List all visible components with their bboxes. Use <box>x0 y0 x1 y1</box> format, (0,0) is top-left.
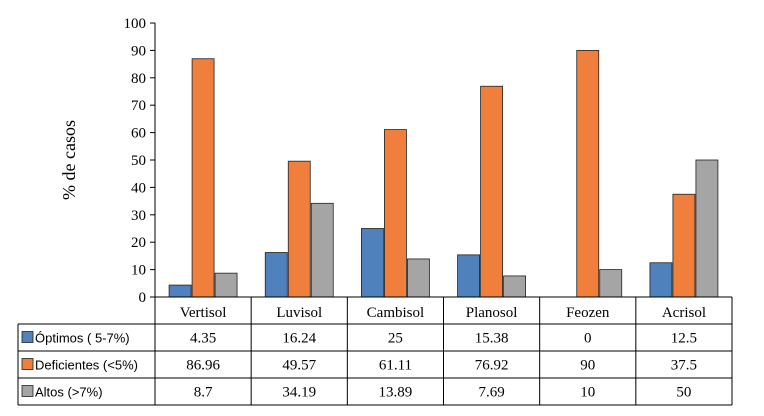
legend-label: Altos (>7%) <box>35 385 103 400</box>
bar <box>287 160 311 298</box>
data-label: 90 <box>580 358 595 374</box>
y-tick-label: 0 <box>139 290 147 306</box>
bar <box>576 50 600 298</box>
bar <box>599 269 623 298</box>
bar <box>672 193 696 298</box>
y-tick-label: 20 <box>131 235 146 251</box>
y-tick-label: 40 <box>131 180 146 196</box>
data-label: 34.19 <box>282 385 316 401</box>
data-label: 0 <box>584 331 592 347</box>
bar <box>191 58 215 298</box>
bar <box>310 202 334 298</box>
x-tick-label: Feozen <box>566 305 610 321</box>
x-tick-label: Planosol <box>466 305 518 321</box>
y-tick-label: 10 <box>131 263 146 279</box>
bar <box>361 228 384 298</box>
bar <box>649 262 673 298</box>
y-tick-label: 90 <box>131 43 146 59</box>
y-tick-label: 60 <box>131 126 146 142</box>
y-tick-label: 80 <box>131 71 146 87</box>
bar <box>214 272 238 298</box>
bar <box>168 284 192 298</box>
data-label: 16.24 <box>282 331 316 347</box>
data-label: 37.5 <box>671 358 697 374</box>
y-tick-label: 100 <box>124 16 147 32</box>
y-tick-label: 70 <box>131 98 146 114</box>
x-tick-label: Cambisol <box>367 305 425 321</box>
data-label: 7.69 <box>478 385 504 401</box>
data-label: 49.57 <box>282 358 316 374</box>
data-label: 76.92 <box>475 358 509 374</box>
data-label: 4.35 <box>190 331 216 347</box>
y-tick-label: 50 <box>131 153 146 169</box>
bar <box>457 254 480 298</box>
data-label: 50 <box>676 385 691 401</box>
legend-swatch <box>21 385 34 397</box>
data-label: 13.89 <box>379 385 413 401</box>
bar <box>407 258 430 298</box>
data-label: 86.96 <box>186 358 220 374</box>
legend-swatch <box>21 331 34 343</box>
legend-swatch <box>21 358 34 370</box>
legend-label: Deficientes (<5%) <box>35 358 138 373</box>
x-tick-label: Luvisol <box>276 305 322 321</box>
bar <box>264 252 288 298</box>
x-tick-label: Acrisol <box>662 305 706 321</box>
legend-label: Óptimos ( 5-7%) <box>35 331 130 346</box>
bar <box>695 159 719 298</box>
x-tick-label: Vertisol <box>180 305 227 321</box>
data-label: 8.7 <box>194 385 213 401</box>
bar <box>384 129 407 298</box>
data-label: 10 <box>580 385 595 401</box>
bar <box>480 85 503 298</box>
data-label: 61.11 <box>379 358 412 374</box>
data-label: 25 <box>388 331 403 347</box>
data-label: 15.38 <box>475 331 509 347</box>
bar <box>503 275 526 298</box>
y-tick-label: 30 <box>131 208 146 224</box>
data-label: 12.5 <box>671 331 697 347</box>
y-axis-label: % de casos <box>59 120 79 200</box>
